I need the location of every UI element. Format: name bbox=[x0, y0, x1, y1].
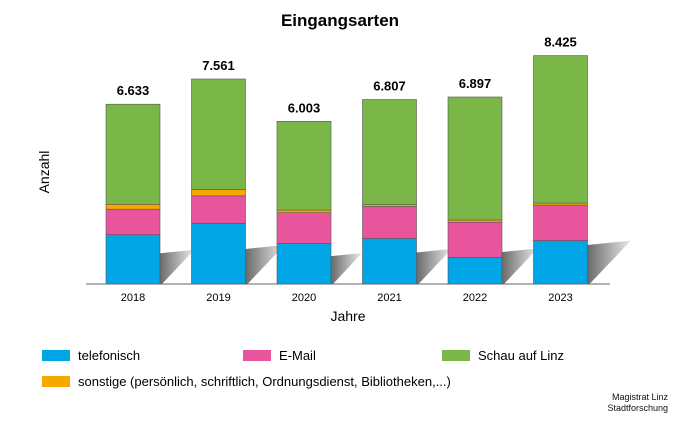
total-label-2022: 6.897 bbox=[459, 76, 492, 91]
legend-swatch-email bbox=[243, 350, 271, 361]
footer-credit: Magistrat Linz Stadtforschung bbox=[607, 392, 668, 414]
bar-segment-2022-telefonisch bbox=[447, 257, 503, 285]
legend-item-email: E-Mail bbox=[243, 348, 316, 363]
bar-segment-2021-schau bbox=[362, 99, 417, 205]
bar-segment-2020-sonstige bbox=[276, 209, 332, 214]
bar-segment-2018-schau bbox=[105, 103, 161, 205]
bar-shadow-2020 bbox=[331, 253, 362, 284]
bar-shadow-2023 bbox=[587, 240, 631, 284]
bars bbox=[105, 55, 588, 285]
bar-segment-2020-schau bbox=[276, 121, 332, 211]
bar-segment-2022-sonstige bbox=[447, 219, 503, 223]
bar-segment-2019-sonstige bbox=[191, 189, 246, 197]
legend: telefonisch E-Mail Schau auf Linz sonsti… bbox=[40, 345, 660, 395]
bar-segment-2018-telefonisch bbox=[105, 234, 161, 285]
bar-segment-2023-e-mail bbox=[533, 204, 588, 241]
legend-swatch-sonstige bbox=[42, 376, 70, 387]
x-tick-label-2021: 2021 bbox=[377, 292, 401, 304]
bar-segment-2021-e-mail bbox=[362, 206, 417, 239]
legend-item-sonstige: sonstige (persönlich, schriftlich, Ordnu… bbox=[42, 374, 451, 389]
x-tick-labels: 2018 2019 2020 2021 2022 2023 bbox=[121, 292, 573, 304]
bar-segment-2022-e-mail bbox=[447, 221, 503, 258]
bar-segment-2019-telefonisch bbox=[191, 223, 246, 285]
x-tick-label-2020: 2020 bbox=[292, 292, 316, 304]
bar-segment-2018-e-mail bbox=[105, 208, 161, 235]
legend-label-schau-auf-linz: Schau auf Linz bbox=[478, 348, 565, 363]
legend-swatch-schau-auf-linz bbox=[442, 350, 470, 361]
bar-segment-2022-schau bbox=[447, 96, 503, 221]
bar-segment-2019-e-mail bbox=[191, 195, 246, 224]
legend-item-schau-auf-linz: Schau auf Linz bbox=[442, 348, 564, 363]
bar-segment-2020-e-mail bbox=[276, 212, 332, 244]
bar-segment-2021-telefonisch bbox=[362, 238, 417, 285]
bar-shadow-2018 bbox=[160, 249, 195, 284]
bar-segment-2019-schau bbox=[191, 78, 246, 190]
x-tick-label-2018: 2018 bbox=[121, 292, 145, 304]
bar-segment-2023-schau bbox=[533, 55, 588, 204]
footer-line-1: Magistrat Linz bbox=[611, 392, 668, 402]
legend-label-sonstige: sonstige (persönlich, schriftlich, Ordnu… bbox=[78, 374, 451, 389]
y-axis-label: Anzahl bbox=[36, 151, 52, 194]
bar-shadow-2021 bbox=[416, 248, 452, 284]
chart-title: Eingangsarten bbox=[281, 11, 399, 30]
x-tick-label-2022: 2022 bbox=[463, 292, 487, 304]
total-label-2019: 7.561 bbox=[202, 58, 235, 73]
total-label-2020: 6.003 bbox=[288, 100, 321, 115]
total-label-2021: 6.807 bbox=[373, 79, 406, 94]
bar-shadows bbox=[160, 240, 631, 284]
legend-label-telefonisch: telefonisch bbox=[78, 348, 141, 363]
total-label-2023: 8.425 bbox=[544, 35, 577, 50]
footer-line-2: Stadtforschung bbox=[607, 403, 668, 413]
bar-segment-2018-sonstige bbox=[105, 204, 161, 210]
bar-shadow-2019 bbox=[245, 245, 285, 284]
x-axis-label: Jahre bbox=[330, 308, 365, 324]
total-labels: 6.633 7.561 6.003 6.807 6.897 8.425 bbox=[117, 35, 577, 116]
x-tick-label-2023: 2023 bbox=[548, 292, 572, 304]
bar-segment-2023-telefonisch bbox=[533, 240, 588, 285]
legend-label-email: E-Mail bbox=[279, 348, 316, 363]
legend-swatch-telefonisch bbox=[42, 350, 70, 361]
legend-item-telefonisch: telefonisch bbox=[42, 348, 140, 363]
bar-segment-2020-telefonisch bbox=[276, 243, 332, 285]
total-label-2018: 6.633 bbox=[117, 83, 150, 98]
x-tick-label-2019: 2019 bbox=[206, 292, 230, 304]
bar-shadow-2022 bbox=[502, 248, 538, 284]
